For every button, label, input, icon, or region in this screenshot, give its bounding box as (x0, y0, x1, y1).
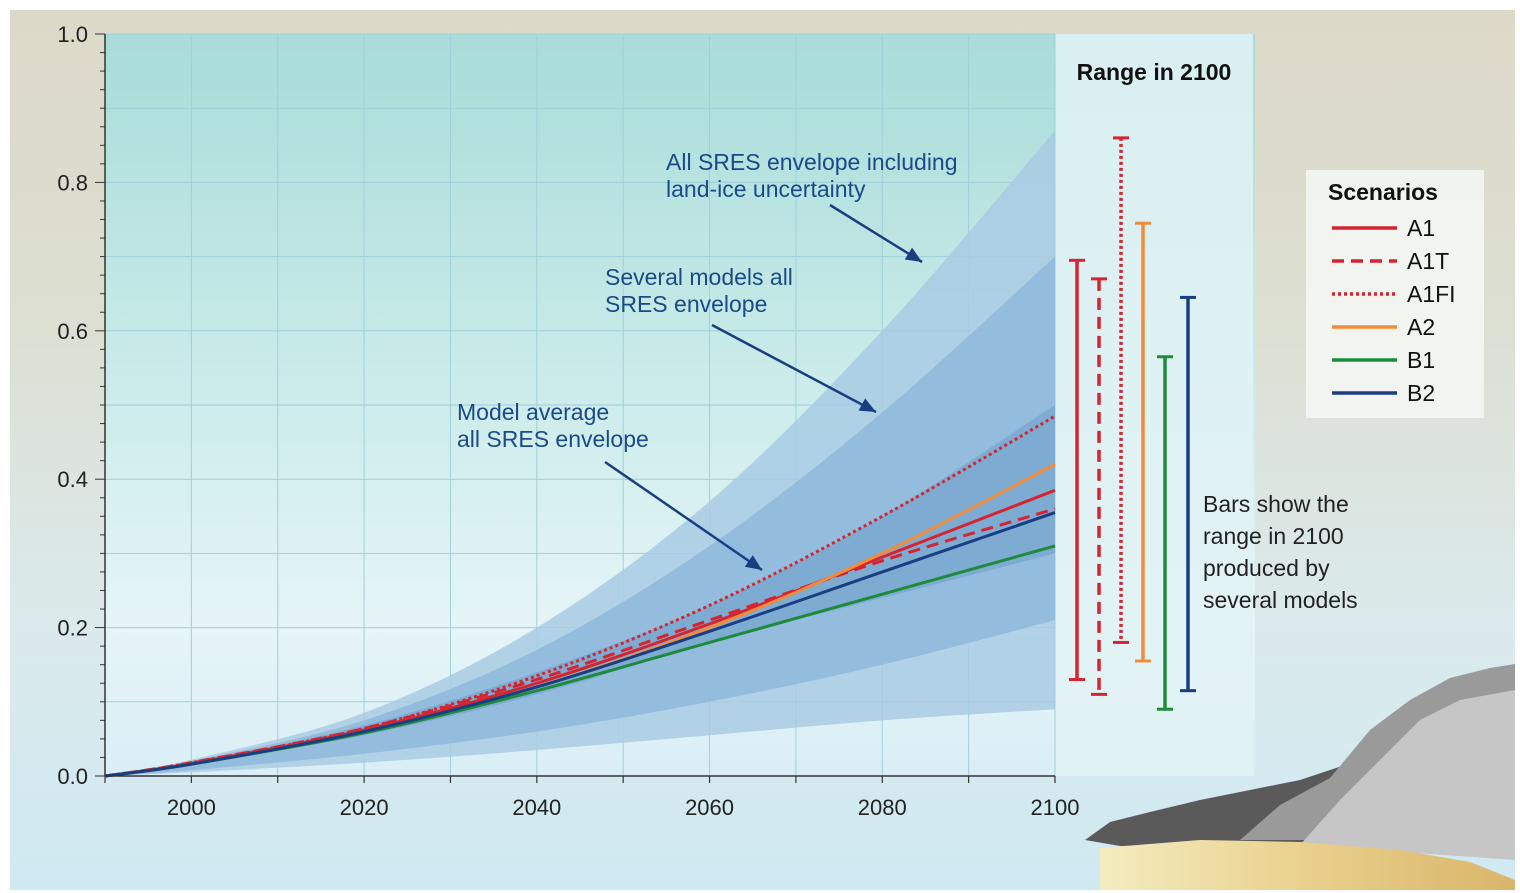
legend-title: Scenarios (1328, 179, 1438, 205)
annotation-arrowhead-0 (904, 247, 922, 262)
range-2100-panel: Range in 2100 Bars show the range in 2100 p… (1069, 59, 1358, 711)
legend-label-a1fi: A1FI (1407, 281, 1456, 307)
series-line-a1fi (104, 414, 1056, 778)
annotation-label-0: All SRES envelope including land-ice unce… (666, 149, 958, 202)
envelope-2 (105, 405, 1055, 776)
annotation-arrow-2 (604, 460, 763, 572)
legend-label-a2: A2 (1407, 314, 1435, 340)
annotation-line: All SRES envelope including (666, 149, 958, 175)
annotation-arrowhead-1 (858, 398, 876, 412)
annotation-arrowhead-2 (744, 555, 762, 570)
y-tick-label: 0.6 (57, 319, 88, 344)
annotation-line: SRES envelope (605, 291, 767, 317)
range-note-line: several models (1203, 587, 1358, 613)
coastline-illustration (1085, 664, 1515, 890)
legend-label-b1: B1 (1407, 347, 1435, 373)
annotation-line: land-ice uncertainty (666, 176, 866, 202)
range-note-line: produced by (1203, 555, 1330, 581)
annotation-label-1: Several models all SRES envelope (605, 264, 793, 317)
y-tick-label: 0.4 (57, 467, 88, 492)
axes: 2000 2020 2040 2060 2080 2100 0.0 0.2 0.4 0.6 0.8 1… (57, 22, 1079, 820)
range-note-line: range in 2100 (1203, 523, 1344, 549)
cliff-light (1300, 690, 1515, 860)
annotations: All SRES envelope including land-ice unce… (457, 149, 958, 572)
range-panel-background (1055, 34, 1253, 776)
range-panel-title: Range in 2100 (1077, 59, 1232, 85)
y-tick-label: 1.0 (57, 22, 88, 47)
range-note: Bars show the range in 2100 produced by sev… (1203, 491, 1358, 613)
x-tick-label: 2100 (1031, 795, 1080, 820)
x-tick-label: 2040 (512, 795, 561, 820)
series-lines (104, 414, 1056, 778)
x-tick-label: 2060 (685, 795, 734, 820)
annotation-arrow-0 (829, 203, 923, 264)
legend-label-b2: B2 (1407, 380, 1435, 406)
y-tick-label: 0.8 (57, 170, 88, 195)
y-tick-label: 0.2 (57, 616, 88, 641)
annotation-line: Several models all (605, 264, 793, 290)
x-tick-label: 2080 (858, 795, 907, 820)
x-tick-label: 2020 (340, 795, 389, 820)
beach-sand (1100, 840, 1515, 890)
envelopes (105, 130, 1055, 777)
annotation-line: Model average (457, 399, 609, 425)
legend: Scenarios A1 A1T A1FI A2 B1 B2 (1306, 170, 1484, 418)
annotation-line: all SRES envelope (457, 426, 649, 452)
y-tick-label: 0.0 (57, 764, 88, 789)
legend-label-a1t: A1T (1407, 248, 1449, 274)
annotation-label-2: Model average all SRES envelope (457, 399, 649, 452)
x-tick-label: 2000 (167, 795, 216, 820)
range-note-line: Bars show the (1203, 491, 1349, 517)
legend-label-a1: A1 (1407, 215, 1435, 241)
series-line-a1t (104, 507, 1056, 778)
series-line-b2 (104, 511, 1056, 778)
annotation-arrow-1 (711, 323, 877, 414)
envelope-1 (105, 256, 1055, 777)
